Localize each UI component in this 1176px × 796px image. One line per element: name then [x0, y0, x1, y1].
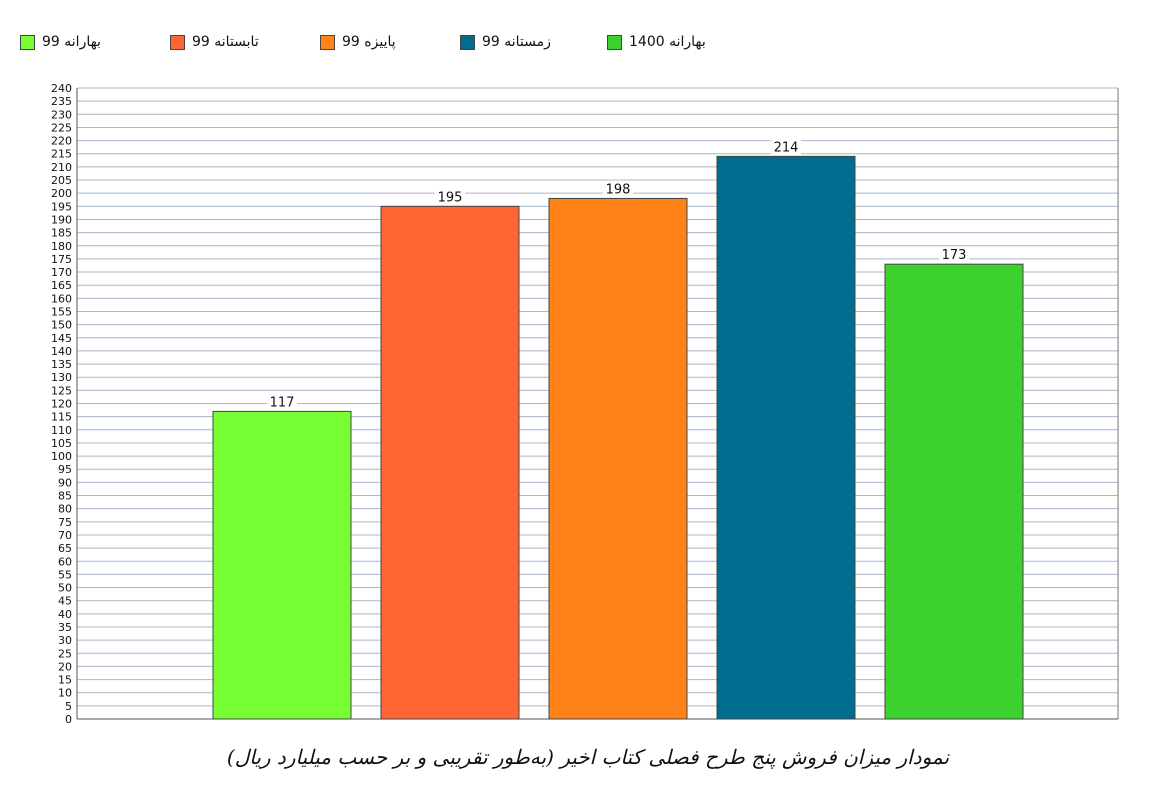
y-tick-label: 5	[65, 700, 72, 713]
legend-label: بهارانه 99	[42, 34, 101, 50]
y-tick-label: 30	[58, 634, 72, 647]
legend-label: زمستانه 99	[482, 34, 551, 50]
y-tick-label: 190	[51, 213, 72, 226]
legend-item: پاییزه 99	[320, 30, 396, 54]
y-tick-label: 185	[51, 227, 72, 240]
y-tick-label: 100	[51, 450, 72, 463]
data-label: 117	[270, 395, 295, 410]
legend-item: تابستانه 99	[170, 30, 259, 54]
bar	[212, 410, 352, 720]
y-tick-label: 240	[51, 82, 72, 95]
y-tick-label: 40	[58, 608, 72, 621]
data-label-bg	[939, 247, 969, 263]
y-tick-label: 200	[51, 187, 72, 200]
y-tick-label: 210	[51, 161, 72, 174]
y-tick-label: 25	[58, 647, 72, 660]
y-tick-label: 20	[58, 660, 72, 673]
y-tick-label: 180	[51, 240, 72, 253]
y-tick-label: 230	[51, 108, 72, 121]
bar	[884, 263, 1024, 720]
y-tick-label: 35	[58, 621, 72, 634]
y-tick-label: 0	[65, 713, 72, 726]
chart-title: نمودار میزان فروش پنج طرح فصلی کتاب اخیر…	[226, 745, 950, 769]
y-tick-label: 70	[58, 529, 72, 542]
y-tick-label: 115	[51, 411, 72, 424]
y-tick-label: 90	[58, 476, 72, 489]
y-tick-label: 60	[58, 555, 72, 568]
y-tick-label: 130	[51, 371, 72, 384]
y-tick-label: 150	[51, 319, 72, 332]
legend-item: بهارانه 1400	[607, 30, 706, 54]
y-tick-label: 50	[58, 582, 72, 595]
legend-label: پاییزه 99	[342, 34, 396, 50]
y-tick-label: 45	[58, 595, 72, 608]
y-tick-label: 205	[51, 174, 72, 187]
y-tick-label: 105	[51, 437, 72, 450]
data-label: 195	[438, 190, 463, 205]
y-tick-label: 55	[58, 568, 72, 581]
y-tick-label: 75	[58, 516, 72, 529]
y-tick-label: 135	[51, 358, 72, 371]
legend-item: زمستانه 99	[460, 30, 551, 54]
bar	[380, 205, 520, 720]
y-tick-label: 65	[58, 542, 72, 555]
y-tick-label: 15	[58, 674, 72, 687]
data-label-bg	[267, 394, 297, 410]
legend-item: بهارانه 99	[20, 30, 101, 54]
y-tick-label: 155	[51, 305, 72, 318]
y-tick-label: 215	[51, 148, 72, 161]
bar	[548, 197, 688, 720]
y-tick-label: 125	[51, 384, 72, 397]
legend-swatch	[460, 34, 475, 50]
y-tick-label: 80	[58, 503, 72, 516]
y-tick-label: 120	[51, 398, 72, 411]
y-tick-label: 165	[51, 279, 72, 292]
legend-label: بهارانه 1400	[629, 34, 706, 50]
y-tick-label: 85	[58, 490, 72, 503]
data-label-bg	[435, 189, 465, 205]
y-tick-label: 225	[51, 121, 72, 134]
data-label-bg	[771, 139, 801, 155]
legend-swatch	[607, 34, 622, 50]
y-tick-label: 235	[51, 95, 72, 108]
legend: بهارانه 99 تابستانه 99 پاییزه 99 زمستانه 99…	[20, 30, 780, 54]
y-tick-label: 175	[51, 253, 72, 266]
data-label: 173	[942, 248, 967, 263]
y-tick-label: 220	[51, 135, 72, 148]
legend-swatch	[170, 34, 185, 50]
y-tick-label: 110	[51, 424, 72, 437]
data-label: 214	[774, 140, 799, 155]
y-tick-label: 170	[51, 266, 72, 279]
data-label-bg	[603, 181, 633, 197]
bar	[716, 155, 856, 720]
y-tick-label: 195	[51, 200, 72, 213]
y-tick-label: 95	[58, 463, 72, 476]
bar-chart: 0510152025303540455055606570758085909510…	[51, 82, 1119, 726]
y-tick-label: 160	[51, 292, 72, 305]
y-tick-label: 10	[58, 687, 72, 700]
legend-swatch	[20, 34, 35, 50]
legend-swatch	[320, 34, 335, 50]
y-tick-label: 145	[51, 332, 72, 345]
y-tick-label: 140	[51, 345, 72, 358]
legend-label: تابستانه 99	[192, 34, 259, 50]
data-label: 198	[606, 182, 631, 197]
